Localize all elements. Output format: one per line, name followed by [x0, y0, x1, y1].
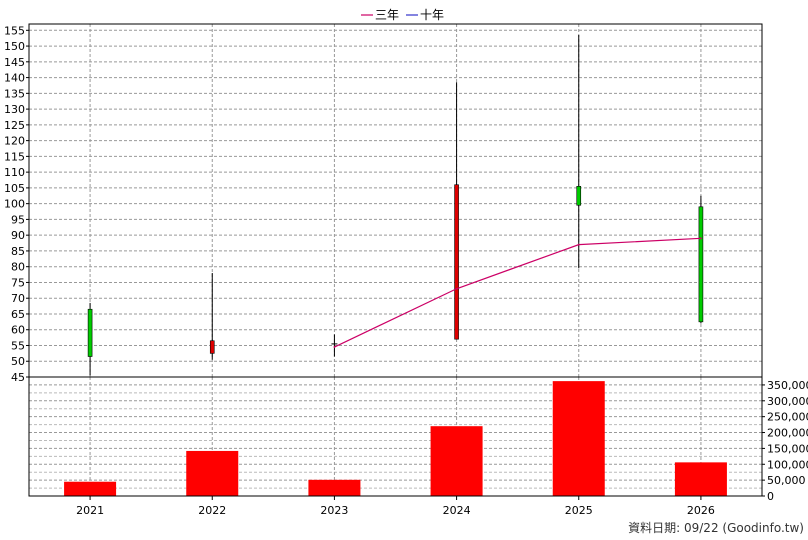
price-y-tick-label: 115 [4, 150, 25, 163]
price-y-tick-label: 80 [11, 261, 25, 274]
x-axis-label: 2025 [565, 504, 593, 517]
three-year-point [333, 346, 336, 348]
volume-panel: 0 50,000 100,000 150,000 200,000 250,000 300,0… [28, 376, 808, 503]
volume-bar-2023 [308, 479, 361, 496]
x-axis-label: 2022 [198, 504, 226, 517]
candle-body [209, 340, 215, 354]
candle-2022 [209, 272, 215, 360]
price-y-tick-label: 105 [4, 182, 25, 195]
x-axis-label: 2021 [76, 504, 104, 517]
volume-y-tick-label: 300,000 [767, 395, 808, 408]
price-y-tick-label: 140 [4, 72, 25, 85]
price-y-tick-label: 70 [11, 292, 25, 305]
volume-y-tick-label: 150,000 [767, 442, 808, 455]
volume-grid [29, 377, 762, 496]
three-year-line [333, 237, 702, 348]
price-y-tick-label: 55 [11, 339, 25, 352]
candle-body [576, 186, 582, 206]
candle-2023 [331, 334, 338, 357]
x-axis: 2021 2022 2023 2024 2025 2026 [76, 496, 715, 517]
volume-plot-frame [28, 376, 763, 497]
volume-bar-2026 [674, 462, 727, 496]
three-year-point [700, 237, 702, 240]
x-axis-label: 2024 [443, 504, 471, 517]
candle-2025 [576, 35, 582, 269]
three-year-point [577, 243, 580, 246]
price-y-tick-label: 150 [4, 40, 25, 53]
volume-y-tick-label: 100,000 [767, 458, 808, 471]
candle-2026 [698, 195, 704, 324]
volume-bar-2022 [186, 450, 239, 496]
price-grid [29, 24, 762, 377]
price-y-tick-label: 75 [11, 276, 25, 289]
candle-2021 [87, 302, 93, 376]
price-y-tick-label: 125 [4, 119, 25, 132]
price-y-tick-label: 45 [11, 371, 25, 384]
price-plot-frame [28, 23, 763, 378]
price-y-tick-label: 60 [11, 324, 25, 337]
price-y-tick-label: 90 [11, 229, 25, 242]
volume-y-tick-label: 200,000 [767, 427, 808, 440]
price-y-tick-label: 100 [4, 198, 25, 211]
price-panel: 45 50 55 60 65 70 75 80 85 90 95 100 105 110 115 120 125… [4, 23, 763, 384]
price-y-axis: 45 50 55 60 65 70 75 80 85 90 95 100 105 110 115 120 125… [4, 24, 29, 384]
candle-body [698, 206, 704, 323]
three-year-series-line [334, 237, 701, 348]
price-y-tick-label: 50 [11, 355, 25, 368]
volume-y-tick-label: 0 [767, 490, 774, 503]
price-y-tick-label: 85 [11, 245, 25, 258]
price-y-tick-label: 120 [4, 135, 25, 148]
volume-bar-2024 [430, 426, 483, 496]
volume-y-tick-label: 350,000 [767, 379, 808, 392]
volume-y-tick-label: 250,000 [767, 411, 808, 424]
volume-bar-2025 [552, 381, 605, 496]
candle-body [454, 184, 459, 340]
legend: 三年 十年 [361, 8, 444, 22]
legend-label-3yr: 三年 [375, 8, 399, 22]
x-axis-label: 2023 [320, 504, 348, 517]
price-y-tick-label: 130 [4, 103, 25, 116]
candle-2024 [454, 82, 459, 340]
data-credit: 資料日期: 09/22 (Goodinfo.tw) [628, 521, 804, 535]
price-candles [87, 35, 704, 376]
volume-bars [64, 381, 727, 496]
x-axis-label: 2026 [687, 504, 715, 517]
price-y-tick-label: 145 [4, 56, 25, 69]
volume-y-tick-label: 50,000 [767, 474, 806, 487]
price-y-tick-label: 135 [4, 87, 25, 100]
candle-body [87, 308, 93, 357]
volume-y-axis: 0 50,000 100,000 150,000 200,000 250,000 300,0… [762, 379, 808, 503]
price-y-tick-label: 155 [4, 24, 25, 37]
price-y-tick-label: 65 [11, 308, 25, 321]
three-year-point [455, 287, 458, 290]
price-y-tick-label: 95 [11, 213, 25, 226]
price-y-tick-label: 110 [4, 166, 25, 179]
volume-bar-2021 [64, 481, 117, 496]
legend-label-10yr: 十年 [420, 8, 444, 22]
